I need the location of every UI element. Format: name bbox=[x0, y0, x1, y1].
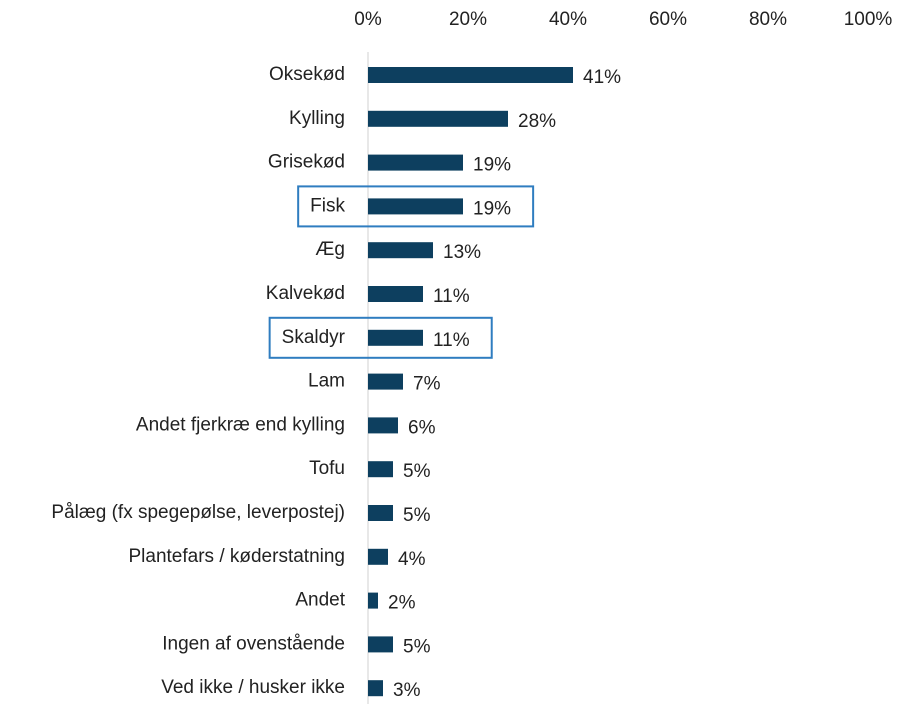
value-label: 7% bbox=[413, 374, 441, 395]
category-label: Ved ikke / husker ikke bbox=[161, 677, 345, 698]
bar bbox=[368, 680, 383, 697]
category-label: Grisekød bbox=[268, 152, 345, 173]
value-label: 5% bbox=[403, 505, 431, 526]
bar bbox=[368, 373, 403, 390]
highlight-box bbox=[297, 185, 535, 228]
value-label: 11% bbox=[433, 286, 470, 307]
bar bbox=[368, 154, 463, 171]
category-label: Andet bbox=[295, 590, 345, 611]
bar bbox=[368, 286, 423, 302]
value-label: 5% bbox=[403, 636, 431, 657]
bar bbox=[368, 417, 398, 434]
category-label: Pålæg (fx spegepølse, leverpostej) bbox=[51, 502, 345, 523]
category-label: Tofu bbox=[309, 458, 345, 479]
bar bbox=[368, 505, 393, 521]
value-label: 28% bbox=[518, 111, 556, 132]
value-label: 11% bbox=[433, 330, 470, 351]
x-tick-label: 40% bbox=[549, 9, 587, 30]
bar bbox=[368, 461, 393, 478]
value-label: 6% bbox=[408, 417, 436, 438]
category-label: Kylling bbox=[289, 108, 345, 129]
bar bbox=[368, 592, 378, 609]
category-label: Ingen af ovenstående bbox=[162, 633, 345, 654]
category-label: Oksekød bbox=[269, 64, 345, 85]
value-label: 4% bbox=[398, 549, 426, 570]
value-label: 5% bbox=[403, 461, 431, 482]
category-label: Plantefars / køderstatning bbox=[129, 546, 346, 567]
x-tick-label: 0% bbox=[354, 9, 382, 30]
value-label: 3% bbox=[393, 680, 421, 701]
bar bbox=[368, 110, 508, 127]
category-label: Æg bbox=[315, 239, 345, 260]
x-tick-label: 60% bbox=[649, 9, 687, 30]
value-label: 19% bbox=[473, 198, 511, 219]
category-label: Lam bbox=[308, 371, 345, 392]
x-tick-label: 20% bbox=[449, 9, 487, 30]
category-label: Fisk bbox=[310, 195, 345, 216]
category-label: Andet fjerkræ end kylling bbox=[136, 414, 345, 435]
value-label: 41% bbox=[583, 67, 621, 88]
bar bbox=[368, 329, 423, 346]
value-label: 13% bbox=[443, 242, 481, 263]
x-tick-label: 100% bbox=[844, 9, 893, 30]
value-label: 19% bbox=[473, 155, 511, 176]
bar bbox=[368, 242, 433, 259]
highlight-box bbox=[268, 316, 493, 359]
category-label: Skaldyr bbox=[282, 327, 346, 348]
bar bbox=[368, 548, 388, 565]
bar bbox=[368, 636, 393, 653]
value-label: 2% bbox=[388, 593, 416, 614]
bar bbox=[368, 67, 573, 83]
x-tick-label: 80% bbox=[749, 9, 787, 30]
bar bbox=[368, 198, 463, 215]
category-label: Kalvekød bbox=[266, 283, 345, 304]
